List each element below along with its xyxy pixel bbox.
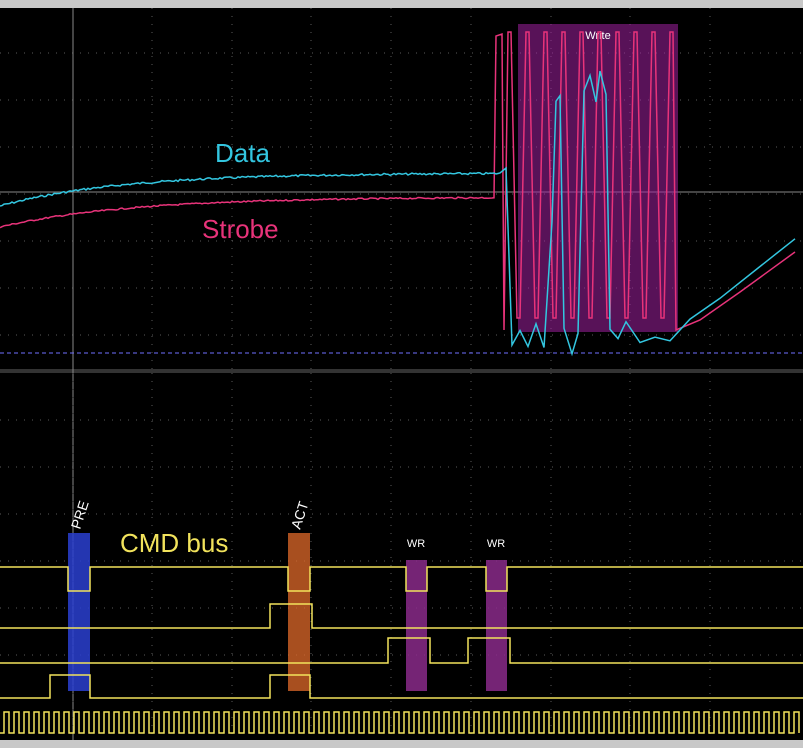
clock-signal [0, 711, 800, 734]
wr-label-2: WR [487, 538, 505, 550]
pre-marker [68, 533, 90, 691]
cmd-bus-line-3 [0, 637, 803, 664]
data-trace [0, 70, 796, 357]
top-panel-background [0, 8, 803, 370]
bottom-panel-background [0, 372, 803, 740]
panel-divider [0, 369, 803, 373]
wr-marker-2 [486, 560, 507, 691]
strobe-label: Strobe [202, 214, 279, 244]
wr-marker-1 [406, 560, 427, 691]
cmd-bus-line-1 [0, 566, 803, 592]
act-marker [288, 533, 310, 691]
wr-label-1: WR [407, 538, 425, 550]
strobe-trace [0, 31, 796, 332]
cmd-bus-line-4 [0, 674, 803, 699]
data-label: Data [215, 138, 270, 168]
cmd-bus-label: CMD bus [120, 528, 228, 558]
cmd-bus-line-2 [0, 603, 803, 629]
write-window [518, 24, 678, 332]
